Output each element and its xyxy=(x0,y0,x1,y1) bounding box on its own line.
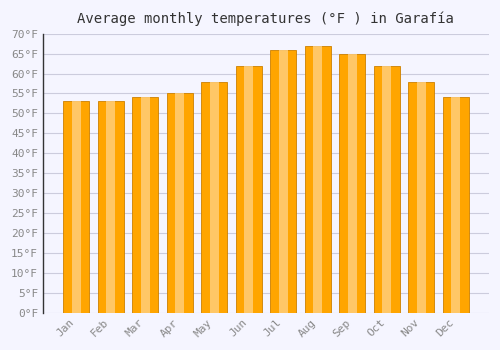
Bar xyxy=(244,65,253,313)
Bar xyxy=(132,97,158,313)
Bar xyxy=(166,93,192,313)
Bar xyxy=(348,54,356,313)
Bar xyxy=(278,50,287,313)
Bar xyxy=(304,46,330,313)
Bar xyxy=(270,50,296,313)
Bar xyxy=(408,82,434,313)
Bar xyxy=(339,54,365,313)
Bar xyxy=(382,65,391,313)
Bar xyxy=(72,102,80,313)
Bar xyxy=(442,97,468,313)
Bar xyxy=(63,102,89,313)
Bar xyxy=(98,102,124,313)
Bar xyxy=(451,97,460,313)
Bar xyxy=(140,97,149,313)
Bar xyxy=(374,65,400,313)
Bar xyxy=(175,93,184,313)
Bar xyxy=(236,65,262,313)
Bar xyxy=(210,82,218,313)
Title: Average monthly temperatures (°F ) in Garafía: Average monthly temperatures (°F ) in Ga… xyxy=(78,11,454,26)
Bar xyxy=(201,82,227,313)
Bar xyxy=(416,82,426,313)
Bar xyxy=(106,102,115,313)
Bar xyxy=(313,46,322,313)
